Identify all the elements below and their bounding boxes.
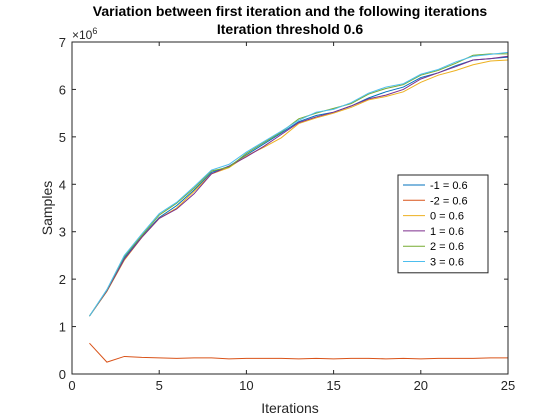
y-tick-label: 5: [59, 130, 66, 145]
series-line-5: [89, 51, 509, 317]
y-tick-label: 4: [59, 177, 66, 192]
legend-box: [397, 174, 489, 274]
y-axis-multiplier-exponent: 6: [92, 26, 97, 36]
x-axis-label: Iterations: [261, 400, 319, 416]
x-axis: 0 5 10 15 20 25: [68, 42, 515, 393]
plot-frame: [71, 41, 509, 375]
x-tick-label: 15: [326, 378, 340, 393]
legend-entry: -1 = 0.6: [430, 180, 468, 192]
y-tick-label: 6: [59, 82, 66, 97]
y-tick-label: 1: [59, 320, 66, 335]
series-line-1: [89, 342, 508, 363]
y-axis: 0 1 2 3 4 5 6 7: [59, 35, 508, 382]
legend: -1 = 0.6 -2 = 0.6 0 = 0.6 1 = 0.6 2 = 0.6 3 =…: [397, 174, 489, 274]
y-axis-multiplier-base: ×10: [72, 28, 93, 42]
y-tick-label: 3: [59, 225, 66, 240]
y-tick-label: 2: [59, 272, 66, 287]
series-line-4: [89, 53, 508, 317]
series-line-3: [89, 55, 509, 317]
y-axis-label: Samples: [39, 181, 55, 235]
legend-entry: -2 = 0.6: [430, 195, 468, 207]
y-tick-label: 0: [59, 367, 66, 382]
legend-entry: 0 = 0.6: [430, 211, 464, 223]
legend-entry: 3 = 0.6: [430, 257, 464, 269]
chart-title: Variation between first iteration and th…: [93, 3, 488, 19]
x-tick-label: 5: [156, 378, 163, 393]
y-axis-multiplier: ×106: [72, 26, 97, 42]
legend-entry: 1 = 0.6: [430, 226, 464, 238]
x-tick-label: 0: [68, 378, 75, 393]
series-layer: [89, 51, 509, 363]
y-tick-label: 7: [59, 35, 66, 50]
legend-entry: 2 = 0.6: [430, 241, 464, 253]
chart-subtitle: Iteration threshold 0.6: [217, 21, 363, 37]
x-tick-label: 10: [239, 378, 253, 393]
x-tick-label: 25: [501, 378, 515, 393]
x-tick-label: 20: [414, 378, 428, 393]
